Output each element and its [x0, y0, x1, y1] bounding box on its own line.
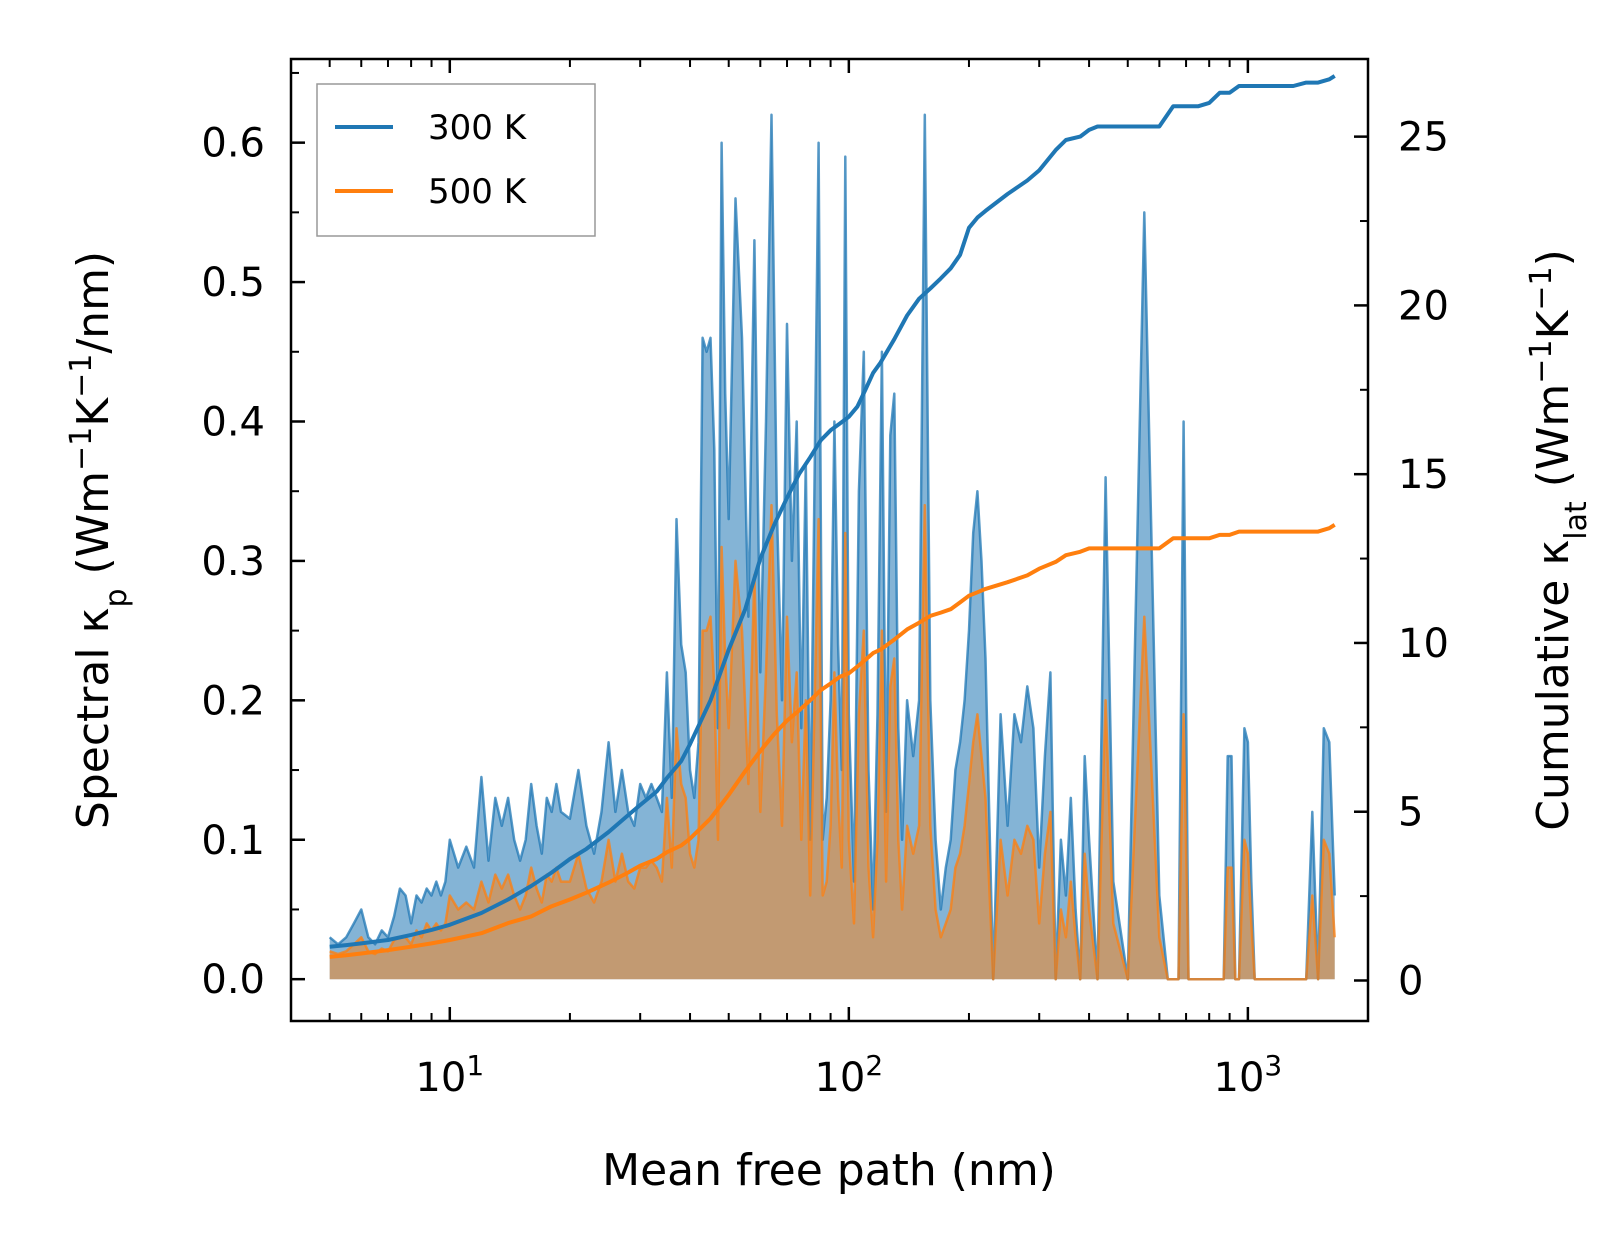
y-tick-label: 0.5 — [201, 260, 265, 306]
y2-tick-label: 20 — [1398, 283, 1449, 329]
legend-box — [316, 83, 596, 237]
y-tick-label: 0.2 — [201, 678, 265, 724]
y-tick-label: 0.1 — [201, 818, 265, 864]
x-tick-label: 103 — [1214, 1049, 1283, 1102]
axes: 101 102 103 0.0 0.1 0.2 0.3 0.4 0.5 0.6 0 5 10 15 20 25 — [201, 57, 1449, 1102]
y-tick-label: 0.0 — [201, 957, 265, 1003]
y-tick-label: 0.3 — [201, 539, 265, 585]
y-axis-title: Spectral κp (Wm−1K−1/nm) — [64, 251, 134, 829]
legend-label-300k: 300 K — [428, 108, 528, 148]
plot-area — [328, 74, 1336, 981]
y2-axis-title: Cumulative κlat (Wm−1K−1) — [1524, 249, 1594, 831]
y2-tick-label: 15 — [1398, 452, 1449, 498]
line-500k-cumulative — [329, 523, 1336, 959]
legend-label-500k: 500 K — [428, 172, 528, 212]
line-300k-cumulative — [329, 74, 1336, 949]
x-tick-label: 102 — [814, 1049, 883, 1102]
y2-tick-label: 0 — [1398, 958, 1423, 1004]
y2-tick-label: 10 — [1398, 621, 1449, 667]
x-tick-label: 101 — [415, 1049, 484, 1102]
y-tick-label: 0.4 — [201, 399, 265, 445]
y2-tick-label: 5 — [1398, 790, 1423, 836]
y-tick-label: 0.6 — [201, 121, 265, 167]
plot-frame — [289, 57, 1370, 1023]
legend: 300 K 500 K — [316, 83, 596, 237]
y2-tick-label: 25 — [1398, 115, 1449, 161]
x-axis-title: Mean free path (nm) — [602, 1145, 1056, 1196]
